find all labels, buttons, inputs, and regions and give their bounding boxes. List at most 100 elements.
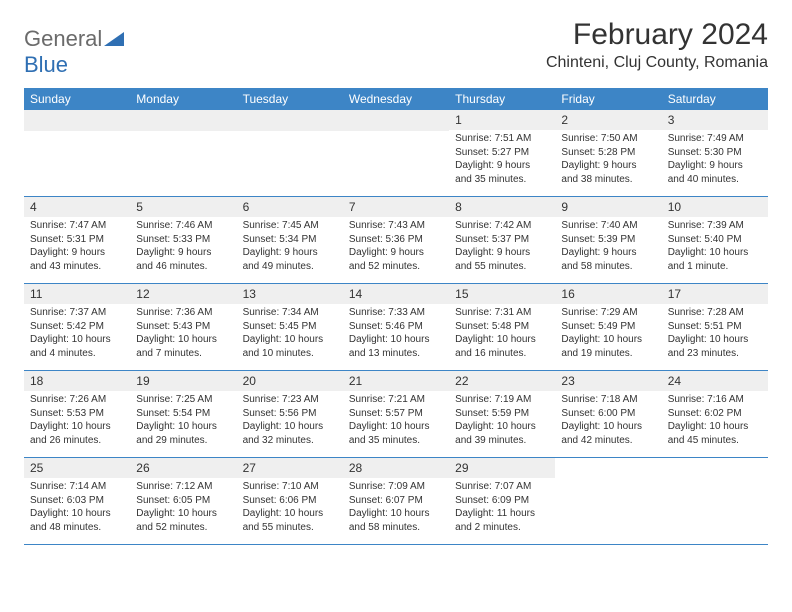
day-number: 13 bbox=[243, 287, 256, 301]
day-body: Sunrise: 7:26 AMSunset: 5:53 PMDaylight:… bbox=[24, 391, 130, 451]
empty-day-cell bbox=[343, 110, 449, 196]
day-cell: 14Sunrise: 7:33 AMSunset: 5:46 PMDayligh… bbox=[343, 284, 449, 370]
sunset-text: Sunset: 5:49 PM bbox=[561, 320, 655, 334]
day-number-wrap: 27 bbox=[237, 458, 343, 478]
day-number-wrap: 20 bbox=[237, 371, 343, 391]
day-body: Sunrise: 7:39 AMSunset: 5:40 PMDaylight:… bbox=[662, 217, 768, 277]
day-cell: 10 Sunrise: 7:39 AMSunset: 5:40 PMDayligh… bbox=[662, 197, 768, 283]
sunset-text: Sunset: 5:31 PM bbox=[30, 233, 124, 247]
daylight-line1: Daylight: 10 hours bbox=[668, 246, 762, 260]
day-number-wrap: 9 bbox=[555, 197, 661, 217]
daylight-line2: and 26 minutes. bbox=[30, 434, 124, 448]
sunset-text: Sunset: 5:30 PM bbox=[668, 146, 762, 160]
day-cell: 25Sunrise: 7:14 AMSunset: 6:03 PMDayligh… bbox=[24, 458, 130, 544]
day-body: Sunrise: 7:21 AMSunset: 5:57 PMDaylight:… bbox=[343, 391, 449, 451]
sunrise-text: Sunrise: 7:12 AM bbox=[136, 480, 230, 494]
empty-daynum-bg bbox=[24, 110, 130, 131]
day-cell: 22Sunrise: 7:19 AMSunset: 5:59 PMDayligh… bbox=[449, 371, 555, 457]
daylight-line2: and 1 minute. bbox=[668, 260, 762, 274]
sunrise-text: Sunrise: 7:16 AM bbox=[668, 393, 762, 407]
daylight-line1: Daylight: 10 hours bbox=[136, 333, 230, 347]
daylight-line1: Daylight: 10 hours bbox=[30, 333, 124, 347]
day-body: Sunrise: 7:28 AMSunset: 5:51 PMDaylight:… bbox=[662, 304, 768, 364]
day-cell: 28Sunrise: 7:09 AMSunset: 6:07 PMDayligh… bbox=[343, 458, 449, 544]
daylight-line2: and 23 minutes. bbox=[668, 347, 762, 361]
day-body: Sunrise: 7:45 AMSunset: 5:34 PMDaylight:… bbox=[237, 217, 343, 277]
day-number-wrap: 3 bbox=[662, 110, 768, 130]
day-number: 29 bbox=[455, 461, 468, 475]
empty-day-cell bbox=[662, 458, 768, 544]
day-number: 27 bbox=[243, 461, 256, 475]
daylight-line2: and 29 minutes. bbox=[136, 434, 230, 448]
daylight-line1: Daylight: 10 hours bbox=[455, 420, 549, 434]
day-cell: 6 Sunrise: 7:45 AMSunset: 5:34 PMDaylight… bbox=[237, 197, 343, 283]
day-number: 1 bbox=[455, 113, 462, 127]
sunset-text: Sunset: 5:28 PM bbox=[561, 146, 655, 160]
sunset-text: Sunset: 5:39 PM bbox=[561, 233, 655, 247]
day-number-wrap: 10 bbox=[662, 197, 768, 217]
empty-day-cell bbox=[24, 110, 130, 196]
calendar-grid: Sunday Monday Tuesday Wednesday Thursday… bbox=[24, 88, 768, 545]
day-cell: 2Sunrise: 7:50 AMSunset: 5:28 PMDaylight… bbox=[555, 110, 661, 196]
day-number-wrap: 24 bbox=[662, 371, 768, 391]
weekday-monday: Monday bbox=[130, 88, 236, 110]
day-number-wrap: 21 bbox=[343, 371, 449, 391]
day-cell: 29 Sunrise: 7:07 AMSunset: 6:09 PMDayligh… bbox=[449, 458, 555, 544]
sunset-text: Sunset: 6:06 PM bbox=[243, 494, 337, 508]
daylight-line1: Daylight: 9 hours bbox=[136, 246, 230, 260]
sunset-text: Sunset: 5:54 PM bbox=[136, 407, 230, 421]
title-block: February 2024 Chinteni, Cluj County, Rom… bbox=[546, 18, 768, 72]
sunrise-text: Sunrise: 7:28 AM bbox=[668, 306, 762, 320]
day-number: 15 bbox=[455, 287, 468, 301]
daylight-line2: and 35 minutes. bbox=[455, 173, 549, 187]
daylight-line2: and 45 minutes. bbox=[668, 434, 762, 448]
sunrise-text: Sunrise: 7:37 AM bbox=[30, 306, 124, 320]
day-body: Sunrise: 7:23 AMSunset: 5:56 PMDaylight:… bbox=[237, 391, 343, 451]
sunrise-text: Sunrise: 7:51 AM bbox=[455, 132, 549, 146]
day-number: 25 bbox=[30, 461, 43, 475]
day-body: Sunrise: 7:43 AMSunset: 5:36 PMDaylight:… bbox=[343, 217, 449, 277]
day-cell: 16Sunrise: 7:29 AMSunset: 5:49 PMDayligh… bbox=[555, 284, 661, 370]
day-body: Sunrise: 7:16 AMSunset: 6:02 PMDaylight:… bbox=[662, 391, 768, 451]
daylight-line1: Daylight: 10 hours bbox=[30, 507, 124, 521]
sunset-text: Sunset: 5:27 PM bbox=[455, 146, 549, 160]
day-number: 6 bbox=[243, 200, 250, 214]
daylight-line1: Daylight: 9 hours bbox=[455, 159, 549, 173]
sunrise-text: Sunrise: 7:26 AM bbox=[30, 393, 124, 407]
day-number: 7 bbox=[349, 200, 356, 214]
day-number-wrap: 4 bbox=[24, 197, 130, 217]
daylight-line1: Daylight: 10 hours bbox=[668, 333, 762, 347]
sunset-text: Sunset: 5:37 PM bbox=[455, 233, 549, 247]
daylight-line1: Daylight: 9 hours bbox=[30, 246, 124, 260]
day-number-wrap: 26 bbox=[130, 458, 236, 478]
sunset-text: Sunset: 5:59 PM bbox=[455, 407, 549, 421]
sunset-text: Sunset: 6:07 PM bbox=[349, 494, 443, 508]
day-cell: 12Sunrise: 7:36 AMSunset: 5:43 PMDayligh… bbox=[130, 284, 236, 370]
location: Chinteni, Cluj County, Romania bbox=[546, 54, 768, 72]
day-number-wrap: 15 bbox=[449, 284, 555, 304]
weekday-wednesday: Wednesday bbox=[343, 88, 449, 110]
day-cell: 23Sunrise: 7:18 AMSunset: 6:00 PMDayligh… bbox=[555, 371, 661, 457]
sunrise-text: Sunrise: 7:18 AM bbox=[561, 393, 655, 407]
weekday-header-row: Sunday Monday Tuesday Wednesday Thursday… bbox=[24, 88, 768, 110]
weekday-friday: Friday bbox=[555, 88, 661, 110]
daylight-line2: and 46 minutes. bbox=[136, 260, 230, 274]
daylight-line1: Daylight: 10 hours bbox=[561, 420, 655, 434]
day-cell: 18Sunrise: 7:26 AMSunset: 5:53 PMDayligh… bbox=[24, 371, 130, 457]
sunrise-text: Sunrise: 7:43 AM bbox=[349, 219, 443, 233]
day-cell: 27Sunrise: 7:10 AMSunset: 6:06 PMDayligh… bbox=[237, 458, 343, 544]
empty-daynum-bg bbox=[343, 110, 449, 131]
day-body: Sunrise: 7:07 AMSunset: 6:09 PMDaylight:… bbox=[449, 478, 555, 538]
daylight-line2: and 58 minutes. bbox=[349, 521, 443, 535]
sunrise-text: Sunrise: 7:33 AM bbox=[349, 306, 443, 320]
day-number: 10 bbox=[668, 200, 681, 214]
day-cell: 7 Sunrise: 7:43 AMSunset: 5:36 PMDaylight… bbox=[343, 197, 449, 283]
weekday-tuesday: Tuesday bbox=[237, 88, 343, 110]
day-number-wrap: 8 bbox=[449, 197, 555, 217]
daylight-line2: and 16 minutes. bbox=[455, 347, 549, 361]
sunrise-text: Sunrise: 7:09 AM bbox=[349, 480, 443, 494]
day-number-wrap: 6 bbox=[237, 197, 343, 217]
day-number: 19 bbox=[136, 374, 149, 388]
month-title: February 2024 bbox=[546, 18, 768, 52]
day-number-wrap: 22 bbox=[449, 371, 555, 391]
